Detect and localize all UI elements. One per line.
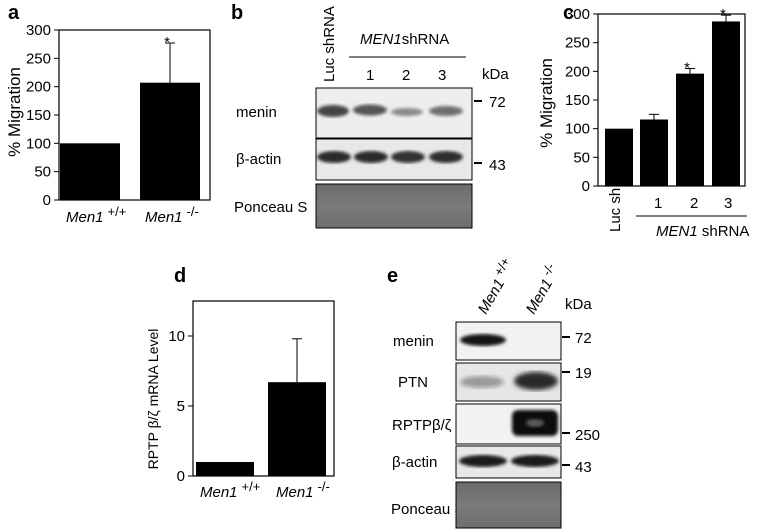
panel-d-yticks: 0 5 10 [168,328,193,485]
a-ytick-label: 100 [26,135,51,152]
panel-c-ylabel: % Migration [537,58,556,148]
panel-a-xlabel-ko: Men1 -/- [145,204,199,226]
c-ytick-label: 100 [565,121,590,138]
panel-b-lane-3: 3 [438,67,446,84]
a-ytick-label: 150 [26,107,51,124]
panel-b-lane-1: 1 [366,67,374,84]
panel-a-plot-frame [58,29,211,201]
panel-e-marker-250: 250 [575,427,600,444]
c-bar [640,119,668,186]
panel-b: b Luc shRNA MEN1shRNA 1 2 3 kDa menin 72… [231,2,509,229]
panel-c-letter: c [563,2,574,24]
panel-e-row-label-ptn: PTN [398,374,428,391]
panel-e-blot-ponceau [455,481,562,529]
panel-c-xlabel-luc: Luc shRNA [607,156,624,232]
panel-e-marker-43: 43 [575,459,592,476]
panel-e-letter: e [387,265,398,287]
panel-c-xlabels: Luc shRNA 1 2 3 MEN1 shRNA [607,156,749,240]
panel-b-lane-2: 2 [402,67,410,84]
panel-e-blot-actin [455,445,562,479]
panel-c-group-label: MEN1 shRNA [656,223,749,240]
panel-e-marker-19: 19 [575,365,592,382]
d-ytick-label: 5 [177,398,185,415]
panel-c-plot-frame [597,13,746,187]
panel-a-yticks: 0 50 100 150 200 250 300 [26,22,59,209]
panel-e: e Men1+/+ Men1-/- kDa menin 72 PTN 19 RP… [387,255,600,529]
panel-d-xlabel-wt: Men1 +/+ [200,479,260,501]
panel-b-marker-43: 43 [489,157,506,174]
panel-c-xlabel-1: 1 [654,195,662,212]
panel-b-kda: kDa [482,66,509,83]
panel-a-letter: a [8,2,20,24]
panel-e-blot-menin [455,321,562,361]
panel-c-xlabel-2: 2 [690,195,698,212]
c-bar [676,73,704,186]
d-bar [196,462,254,476]
panel-b-letter: b [231,2,243,24]
panel-d-letter: d [174,265,186,287]
panel-c-xlabel-3: 3 [724,195,732,212]
panel-d-ylabel: RPTP β/ζ mRNA Level [145,329,161,470]
panel-a: a % Migration 0 50 100 150 200 250 300 * Men1 +… [5,2,211,226]
panel-d-plot-frame [192,300,335,477]
panel-b-row-label-ponceau: Ponceau S [234,199,307,216]
c-ytick-label: 250 [565,35,590,52]
panel-e-row-label-ponceau: Ponceau S [391,501,464,518]
a-ytick-label: 250 [26,50,51,67]
panel-b-blot-ponceau [315,183,473,229]
panel-e-row-label-rptp: RPTPβ/ζ [392,417,452,434]
panel-b-marker-72: 72 [489,94,506,111]
panel-b-group-label: MEN1shRNA [360,31,449,48]
panel-a-xlabels: Men1 +/+ Men1 -/- [66,204,199,226]
panel-b-row-label-menin: menin [236,104,277,121]
c-significance-star: * [684,59,690,76]
panel-e-row-label-menin: menin [393,333,434,350]
a-ytick-label: 0 [43,192,51,209]
d-ytick-label: 10 [168,328,185,345]
panel-b-luc-header: Luc shRNA [321,6,338,82]
panel-e-lane-ko: Men1-/- [518,260,563,317]
panel-e-blot-rptp [455,403,562,445]
panel-e-marker-72: 72 [575,330,592,347]
a-ytick-label: 200 [26,79,51,96]
panel-a-bars: * [60,34,200,200]
a-significance-star: * [164,34,170,51]
panel-d-bars [196,338,326,476]
d-bar [268,382,326,476]
panel-e-blot-ptn [455,362,562,402]
a-bar [140,82,200,200]
a-ytick-label: 50 [34,164,51,181]
a-ytick-label: 300 [26,22,51,39]
c-bar [712,21,740,186]
panel-b-blot-menin [315,87,473,139]
panel-b-blot-actin [315,138,473,181]
panel-e-kda: kDa [565,296,592,313]
c-bar [605,128,633,186]
c-significance-star: * [720,6,726,23]
panel-d-xlabels: Men1 +/+ Men1 -/- [200,479,330,501]
panel-c-yticks: 0 50 100 150 200 250 300 [565,6,598,195]
c-ytick-label: 200 [565,63,590,80]
panel-d-xlabel-ko: Men1 -/- [276,479,330,501]
c-ytick-label: 0 [582,178,590,195]
d-ytick-label: 0 [177,468,185,485]
panel-d: d RPTP β/ζ mRNA Level 0 5 10 Men1 +/+ Men1-… [145,265,335,501]
a-bar [60,143,120,200]
panel-e-row-label-actin: β-actin [392,454,437,471]
panel-a-xlabel-wt: Men1 +/+ [66,204,126,226]
panel-c-bars: ** [605,6,740,186]
c-ytick-label: 300 [565,6,590,23]
c-ytick-label: 150 [565,92,590,109]
panel-e-lane-wt: Men1+/+ [470,255,519,317]
panel-a-ylabel: % Migration [5,67,24,157]
c-ytick-label: 50 [573,149,590,166]
panel-b-row-label-actin: β-actin [236,151,281,168]
